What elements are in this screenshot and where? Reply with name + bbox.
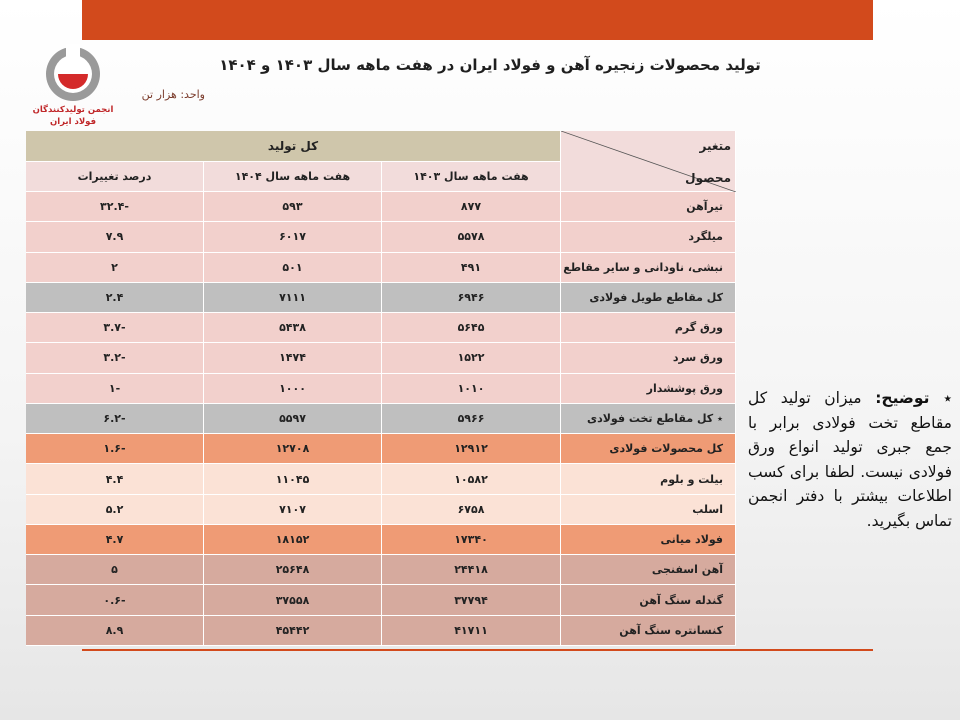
value-1403: ۶۷۵۸ — [382, 494, 561, 525]
product-cell: کل محصولات فولادی — [561, 434, 736, 465]
product-cell: نبشی، ناودانی و سایر مقاطع — [561, 252, 736, 283]
product-cell: تیرآهن — [561, 192, 736, 223]
change-percent: ۴.۷ — [26, 524, 204, 556]
group-header: کل تولید — [26, 131, 561, 162]
value-1404: ۱۰۰۰ — [204, 373, 382, 404]
change-percent: -۳.۷ — [26, 313, 204, 344]
note-label: ٭ توضیح: — [875, 389, 952, 407]
top-bar — [82, 0, 873, 40]
value-1404: ۵۵۹۷ — [204, 403, 382, 435]
corner-top: متغیر — [699, 139, 731, 153]
value-1404: ۷۱۰۷ — [204, 494, 382, 525]
value-1403: ۳۷۷۹۴ — [382, 585, 561, 616]
value-1403: ۴۱۷۱۱ — [382, 615, 561, 646]
value-1403: ۵۶۴۵ — [382, 313, 561, 344]
value-1403: ۱۷۳۴۰ — [382, 524, 561, 556]
value-1404: ۵۴۳۸ — [204, 313, 382, 344]
title: تولید محصولات زنجیره آهن و فولاد ایران د… — [219, 56, 761, 74]
product-cell: آهن اسفنجی — [561, 555, 736, 586]
corner-bottom: محصول — [685, 171, 731, 185]
product-cell: بیلت و بلوم — [561, 464, 736, 495]
logo-half — [58, 74, 88, 89]
value-1403: ۱۵۲۲ — [382, 343, 561, 374]
change-percent: -۶.۲ — [26, 403, 204, 435]
change-percent: -۱ — [26, 373, 204, 404]
change-percent: -۳۲.۴ — [26, 192, 204, 223]
value-1404: ۲۵۶۴۸ — [204, 555, 382, 586]
value-1404: ۷۱۱۱ — [204, 282, 382, 314]
value-1404: ۱۸۱۵۲ — [204, 524, 382, 556]
value-1404: ۱۱۰۴۵ — [204, 464, 382, 495]
change-percent: ۲ — [26, 252, 204, 283]
product-cell: ورق گرم — [561, 313, 736, 344]
change-percent: ۲.۴ — [26, 282, 204, 314]
product-cell: ورق پوششدار — [561, 373, 736, 404]
value-1404: ۱۲۷۰۸ — [204, 434, 382, 465]
column-header: هفت ماهه سال ۱۴۰۳ — [382, 162, 561, 192]
logo: انجمن تولیدکنندگان فولاد ایران — [33, 44, 114, 127]
value-1404: ۶۰۱۷ — [204, 222, 382, 253]
value-1403: ۴۹۱ — [382, 252, 561, 283]
value-1403: ۸۷۷ — [382, 192, 561, 223]
change-percent: -۱.۶ — [26, 434, 204, 465]
logo-text: انجمن تولیدکنندگان — [33, 104, 114, 115]
value-1404: ۱۴۷۴ — [204, 343, 382, 374]
value-1403: ۶۹۴۶ — [382, 282, 561, 314]
column-header: درصد تغییرات — [26, 162, 204, 192]
change-percent: -۳.۲ — [26, 343, 204, 374]
note: ٭ توضیح: میزان تولید کل مقاطع تخت فولادی… — [748, 386, 952, 533]
product-cell: فولاد میانی — [561, 524, 736, 556]
change-percent: ۵ — [26, 555, 204, 586]
product-cell: ورق سرد — [561, 343, 736, 374]
value-1403: ۱۰۱۰ — [382, 373, 561, 404]
logo-gap — [66, 44, 80, 58]
product-cell: کل مقاطع طویل فولادی — [561, 282, 736, 314]
change-percent: ۴.۴ — [26, 464, 204, 495]
note-text: میزان تولید کل مقاطع تخت فولادی برابر با… — [748, 389, 952, 530]
unit: واحد: هزار تن — [141, 88, 205, 101]
product-cell: کنسانتره سنگ آهن — [561, 615, 736, 646]
value-1404: ۵۰۱ — [204, 252, 382, 283]
value-1403: ۵۵۷۸ — [382, 222, 561, 253]
bottom-line — [82, 649, 873, 651]
diagonal — [561, 131, 736, 192]
change-percent: ۷.۹ — [26, 222, 204, 253]
value-1403: ۱۲۹۱۲ — [382, 434, 561, 465]
table: متغیر محصول کل تولید هفت ماهه سال ۱۴۰۳ هفت م… — [26, 131, 736, 646]
column-header: هفت ماهه سال ۱۴۰۴ — [204, 162, 382, 192]
product-cell: ٭ کل مقاطع تخت فولادی — [561, 403, 736, 435]
logo-text: فولاد ایران — [50, 117, 96, 127]
value-1403: ۲۴۴۱۸ — [382, 555, 561, 586]
corner-cell: متغیر محصول — [561, 131, 736, 192]
product-cell: گندله سنگ آهن — [561, 585, 736, 616]
value-1404: ۴۵۴۴۲ — [204, 615, 382, 646]
value-1404: ۵۹۳ — [204, 192, 382, 223]
value-1403: ۵۹۶۶ — [382, 403, 561, 435]
change-percent: -۰.۶ — [26, 585, 204, 616]
value-1404: ۳۷۵۵۸ — [204, 585, 382, 616]
product-cell: میلگرد — [561, 222, 736, 253]
value-1403: ۱۰۵۸۲ — [382, 464, 561, 495]
product-cell: اسلب — [561, 494, 736, 525]
change-percent: ۵.۲ — [26, 494, 204, 525]
change-percent: ۸.۹ — [26, 615, 204, 646]
